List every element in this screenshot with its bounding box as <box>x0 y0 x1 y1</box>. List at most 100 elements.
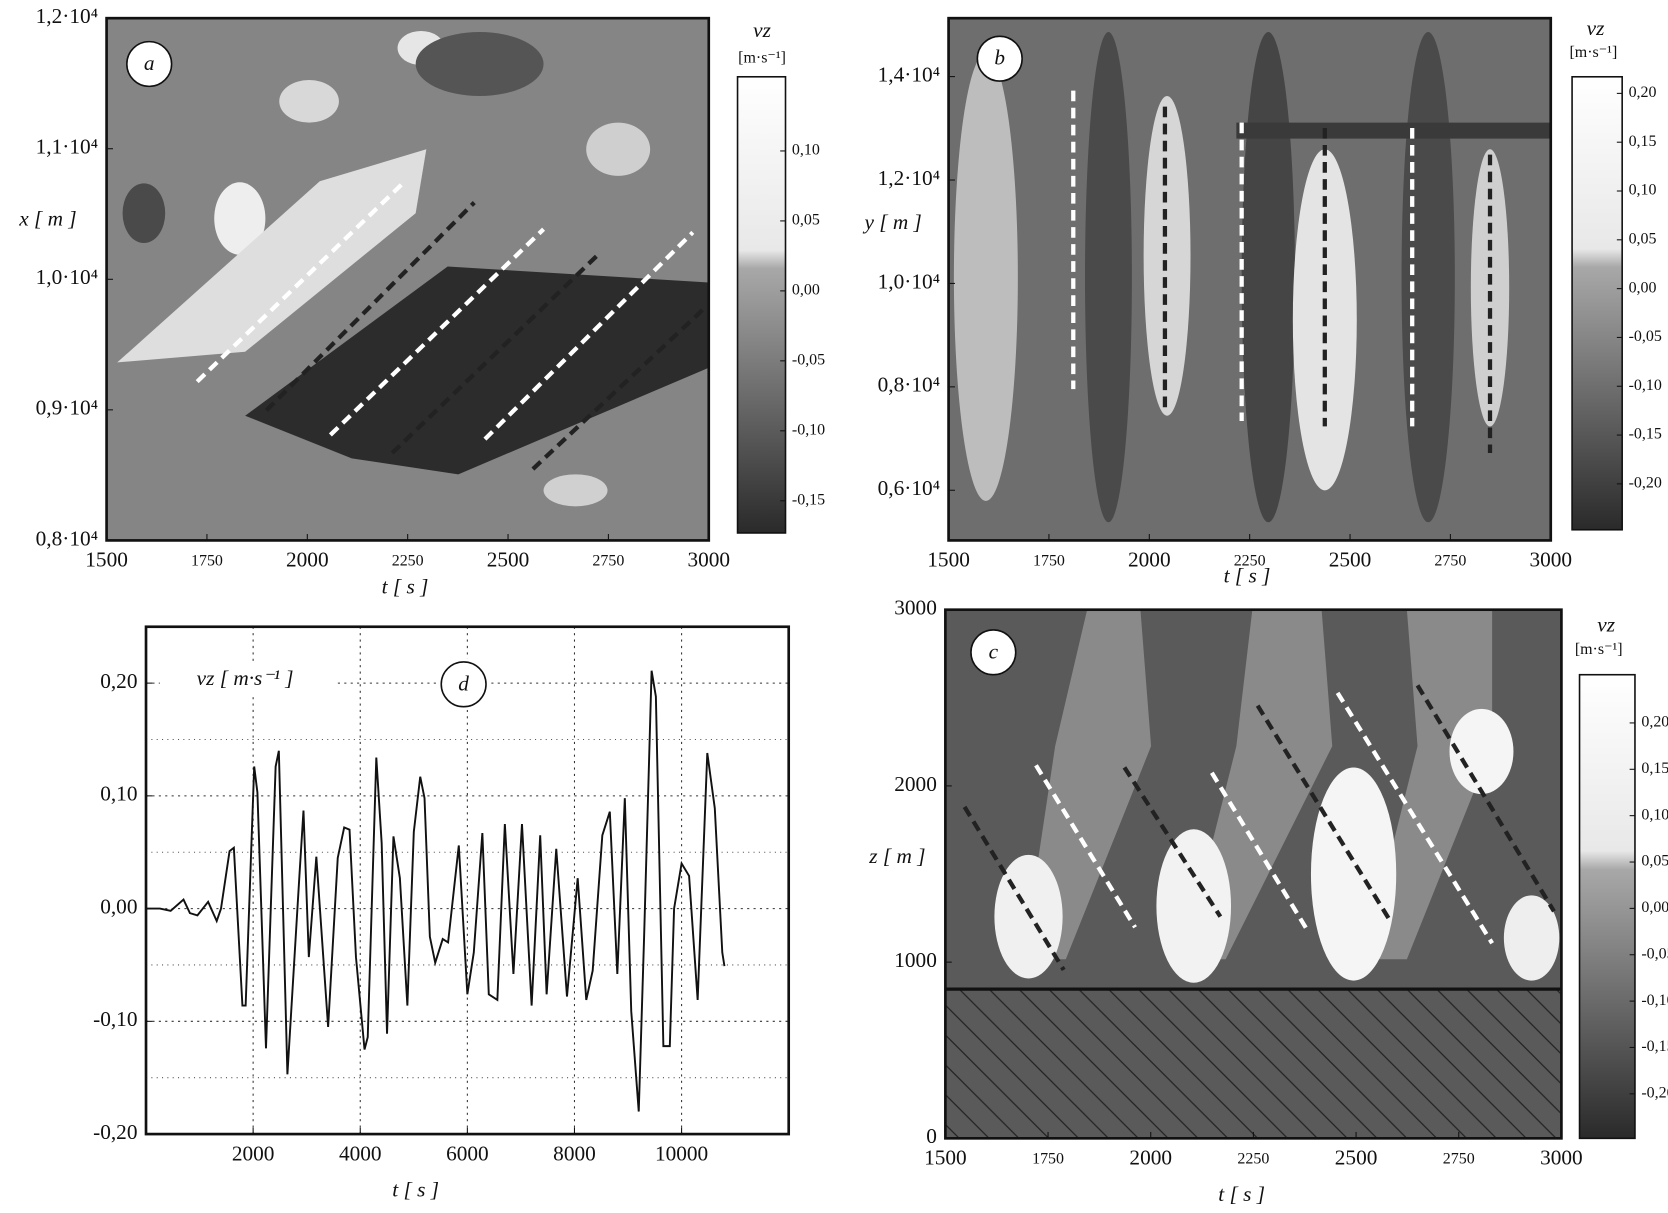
colorbar-tick-label: -0,05 <box>1629 328 1662 345</box>
panel-label-circle <box>970 629 1017 676</box>
x-tick-label: 2250 <box>392 552 424 569</box>
x-tick-label: 6000 <box>446 1141 489 1165</box>
y-tick-label: -0,10 <box>93 1007 137 1031</box>
panel-label-circle <box>126 40 173 88</box>
colorbar-tick-label: 0,05 <box>1629 230 1657 247</box>
colorbar-unit: [m·s⁻¹] <box>1569 44 1617 61</box>
colorbar-unit: [m·s⁻¹] <box>738 49 786 66</box>
colorbar-tick-label: -0,10 <box>1641 992 1668 1009</box>
panel-label: b <box>994 46 1005 70</box>
colorbar-tick-label: 0,00 <box>792 282 820 299</box>
x-tick-label: 2500 <box>1329 548 1372 572</box>
x-tick-label: 1500 <box>924 1146 967 1170</box>
colorbar-tick-label: -0,15 <box>792 491 825 508</box>
y-tick-label: 0,6·10⁴ <box>878 476 940 500</box>
y-tick-label: 0,20 <box>100 669 137 693</box>
panel-label: a <box>144 51 155 75</box>
y-tick-label: 3000 <box>894 596 937 620</box>
x-axis-label: t [ s ] <box>392 1178 439 1202</box>
x-tick-label: 2750 <box>1443 1150 1475 1167</box>
contour-field <box>106 18 709 541</box>
y-axis-label: x [ m ] <box>18 207 76 231</box>
colorbar-tick-label: -0,20 <box>1641 1085 1668 1102</box>
x-tick-label: 1750 <box>191 552 223 569</box>
y-tick-label: 1,4·10⁴ <box>878 62 940 86</box>
x-tick-label: 1750 <box>1033 552 1065 569</box>
x-axis-label: t [ s ] <box>1218 1182 1265 1206</box>
x-tick-label: 1500 <box>927 548 970 572</box>
y-tick-label: 1,0·10⁴ <box>878 269 940 293</box>
colorbar-tick-label: 0,20 <box>1641 714 1668 731</box>
x-tick-label: 3000 <box>1529 548 1572 572</box>
y-axis-label: vz [ m·s⁻¹ ] <box>197 666 294 690</box>
colorbar-tick-label: -0,10 <box>792 421 825 438</box>
colorbar-tick-label: -0,10 <box>1629 377 1662 394</box>
panel-label: d <box>458 671 469 695</box>
y-tick-label: 0 <box>926 1124 937 1148</box>
colorbar-tick-label: 0,15 <box>1641 760 1668 777</box>
colorbar-tick-label: 0,05 <box>1641 853 1668 870</box>
x-tick-label: 2500 <box>487 548 530 572</box>
plot-frame <box>947 16 1553 542</box>
y-tick-label: 1,0·10⁴ <box>36 265 98 289</box>
colorbar <box>1578 673 1636 1140</box>
x-tick-label: 2000 <box>1128 548 1171 572</box>
x-tick-label: 1750 <box>1032 1150 1064 1167</box>
plot-frame <box>105 16 711 542</box>
x-tick-label: 3000 <box>687 548 730 572</box>
x-tick-label: 2250 <box>1237 1150 1269 1167</box>
colorbar-tick-label: 0,05 <box>792 212 820 229</box>
y-tick-label: 0,8·10⁴ <box>36 526 98 550</box>
colorbar-tick-label: -0,15 <box>1629 426 1662 443</box>
colorbar-unit: [m·s⁻¹] <box>1575 641 1623 658</box>
colorbar-tick-label: 0,10 <box>1629 182 1657 199</box>
x-tick-label: 2250 <box>1234 552 1266 569</box>
y-tick-label: 1000 <box>894 948 937 972</box>
y-tick-label: 1,1·10⁴ <box>36 135 98 159</box>
ylabel-bg <box>159 662 336 698</box>
x-tick-label: 2500 <box>1335 1146 1378 1170</box>
y-tick-label: 0,10 <box>100 782 137 806</box>
colorbar-tick-label: -0,20 <box>1629 475 1662 492</box>
x-axis-label: t [ s ] <box>382 574 429 598</box>
colorbar-tick-label: -0,05 <box>792 352 825 369</box>
colorbar-title: vz <box>753 18 771 42</box>
panel-label: c <box>989 639 999 663</box>
x-tick-label: 2750 <box>592 552 624 569</box>
y-tick-label: 1,2·10⁴ <box>36 4 98 28</box>
panel-label-circle <box>976 35 1023 82</box>
x-tick-label: 2000 <box>1129 1146 1172 1170</box>
y-tick-label: 0,9·10⁴ <box>36 396 98 420</box>
y-tick-label: -0,20 <box>93 1120 137 1144</box>
y-tick-label: 0,8·10⁴ <box>878 373 940 397</box>
contour-field <box>945 609 1562 1139</box>
x-tick-label: 2000 <box>286 548 329 572</box>
panel-label-circle <box>440 661 487 708</box>
colorbar <box>736 75 787 534</box>
colorbar-title: vz <box>1587 16 1605 40</box>
colorbar-tick-label: 0,10 <box>792 142 820 159</box>
x-tick-label: 1500 <box>85 548 128 572</box>
colorbar-title: vz <box>1597 613 1615 637</box>
contour-field <box>948 18 1551 541</box>
x-tick-label: 10000 <box>655 1141 708 1165</box>
x-tick-label: 2000 <box>232 1141 275 1165</box>
colorbar-tick-label: 0,20 <box>1629 84 1657 101</box>
colorbar-tick-label: 0,00 <box>1641 899 1668 916</box>
y-tick-label: 1,2·10⁴ <box>878 166 940 190</box>
x-tick-label: 4000 <box>339 1141 382 1165</box>
y-tick-label: 0,00 <box>100 894 137 918</box>
x-axis-label: t [ s ] <box>1224 564 1271 588</box>
x-tick-label: 8000 <box>553 1141 596 1165</box>
plot-frame <box>144 625 791 1136</box>
colorbar-tick-label: 0,15 <box>1629 133 1657 150</box>
x-tick-label: 2750 <box>1434 552 1466 569</box>
colorbar-tick-label: -0,15 <box>1641 1038 1668 1055</box>
data-line <box>146 670 726 1112</box>
plot-frame <box>944 608 1563 1140</box>
x-tick-label: 3000 <box>1540 1146 1583 1170</box>
y-axis-label: z [ m ] <box>868 844 925 868</box>
y-axis-label: y [ m ] <box>862 210 921 234</box>
